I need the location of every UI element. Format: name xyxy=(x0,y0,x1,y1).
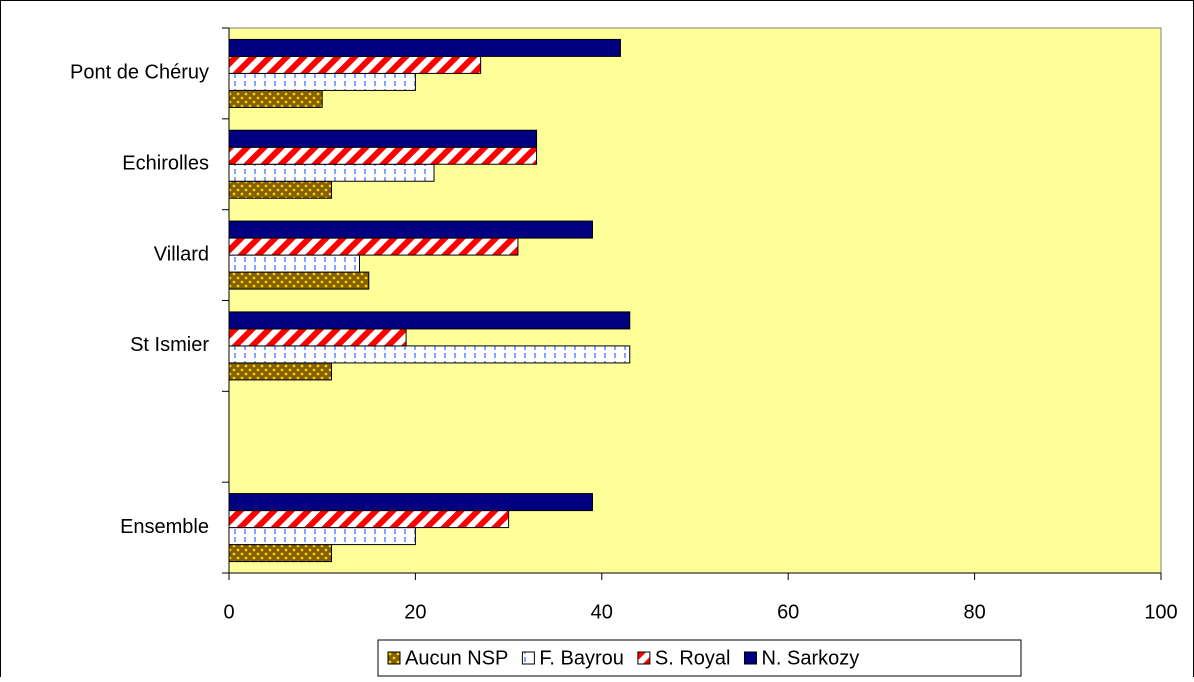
legend-label: S. Royal xyxy=(655,647,731,669)
bar xyxy=(228,254,360,273)
legend-label: F. Bayrou xyxy=(539,647,623,669)
bar xyxy=(228,544,333,563)
bar xyxy=(228,271,370,290)
x-tick-label: 20 xyxy=(404,601,426,623)
bar xyxy=(228,237,519,256)
plot-area xyxy=(228,27,1162,574)
bar xyxy=(228,328,407,347)
y-tick-label: Pont de Chéruy xyxy=(70,62,209,84)
bar xyxy=(228,493,593,512)
legend-swatch xyxy=(387,651,401,665)
bar xyxy=(228,72,416,91)
legend-swatch xyxy=(521,651,535,665)
bar xyxy=(228,220,593,239)
bar xyxy=(228,527,416,546)
y-tick-label: St Ismier xyxy=(130,334,209,356)
y-tick-label: Echirolles xyxy=(122,153,209,175)
legend-label: Aucun NSP xyxy=(405,647,508,669)
bar xyxy=(228,311,631,330)
legend xyxy=(377,639,1022,677)
legend-swatch xyxy=(743,651,757,665)
legend-label: N. Sarkozy xyxy=(761,647,859,669)
x-tick-label: 60 xyxy=(777,601,799,623)
bar xyxy=(228,55,482,74)
bar xyxy=(228,89,323,108)
bar xyxy=(228,180,333,199)
bar xyxy=(228,345,631,364)
bar xyxy=(228,38,621,57)
y-tick-label: Villard xyxy=(154,243,209,265)
x-tick-label: 100 xyxy=(1144,601,1177,623)
bar xyxy=(228,163,435,182)
bar xyxy=(228,510,510,529)
bar xyxy=(228,129,538,148)
legend-swatch xyxy=(637,651,651,665)
bar xyxy=(228,146,538,165)
x-tick-label: 0 xyxy=(223,601,234,623)
x-tick-label: 40 xyxy=(591,601,613,623)
y-tick-label: Ensemble xyxy=(120,516,209,538)
x-tick-label: 80 xyxy=(963,601,985,623)
bar xyxy=(228,362,333,381)
